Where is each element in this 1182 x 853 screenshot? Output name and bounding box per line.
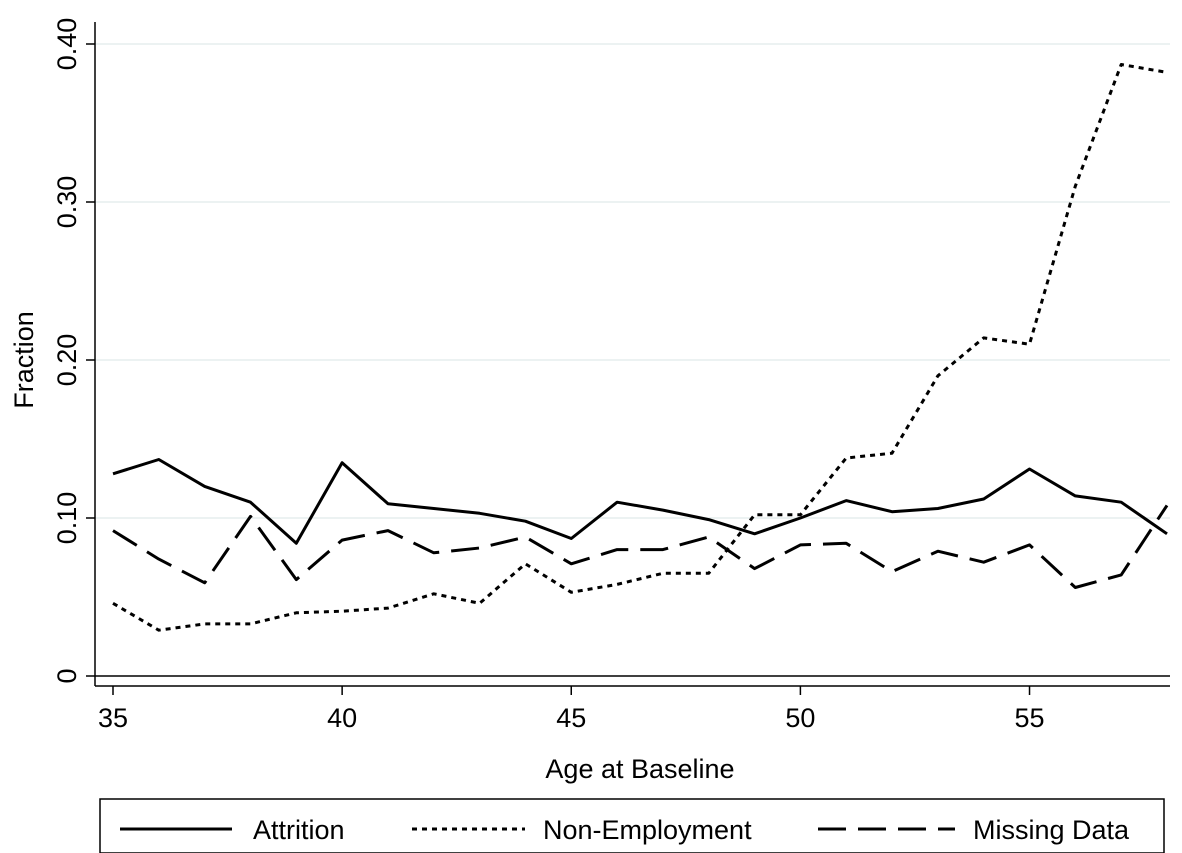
legend-label: Attrition [253,815,345,845]
x-axis-label: Age at Baseline [545,754,734,784]
x-tick-label: 55 [1014,703,1044,733]
x-tick-label: 45 [556,703,586,733]
legend: Attrition Non-Employment Missing Data [99,798,1165,853]
y-axis-label: Fraction [9,311,39,409]
legend-label: Missing Data [973,815,1130,845]
axes: 0 0.10 0.20 0.30 0.40 35 40 45 50 55 [52,18,1170,733]
y-tick-label: 0.30 [52,176,82,229]
series-line-missing-data [112,504,1169,589]
x-tick-label: 35 [98,703,128,733]
y-tick-label: 0.40 [52,18,82,71]
gridlines [95,43,1170,519]
legend-box [99,798,1165,853]
x-tick-label: 50 [785,703,815,733]
y-tick-label: 0 [52,668,82,683]
legend-label: Non-Employment [543,815,752,845]
y-tick-label: 0.10 [52,492,82,545]
series-line-non-employment [112,63,1168,632]
series-lines [112,63,1169,632]
series-line-attrition [112,458,1168,545]
y-tick-label: 0.20 [52,334,82,387]
x-tick-label: 40 [327,703,357,733]
